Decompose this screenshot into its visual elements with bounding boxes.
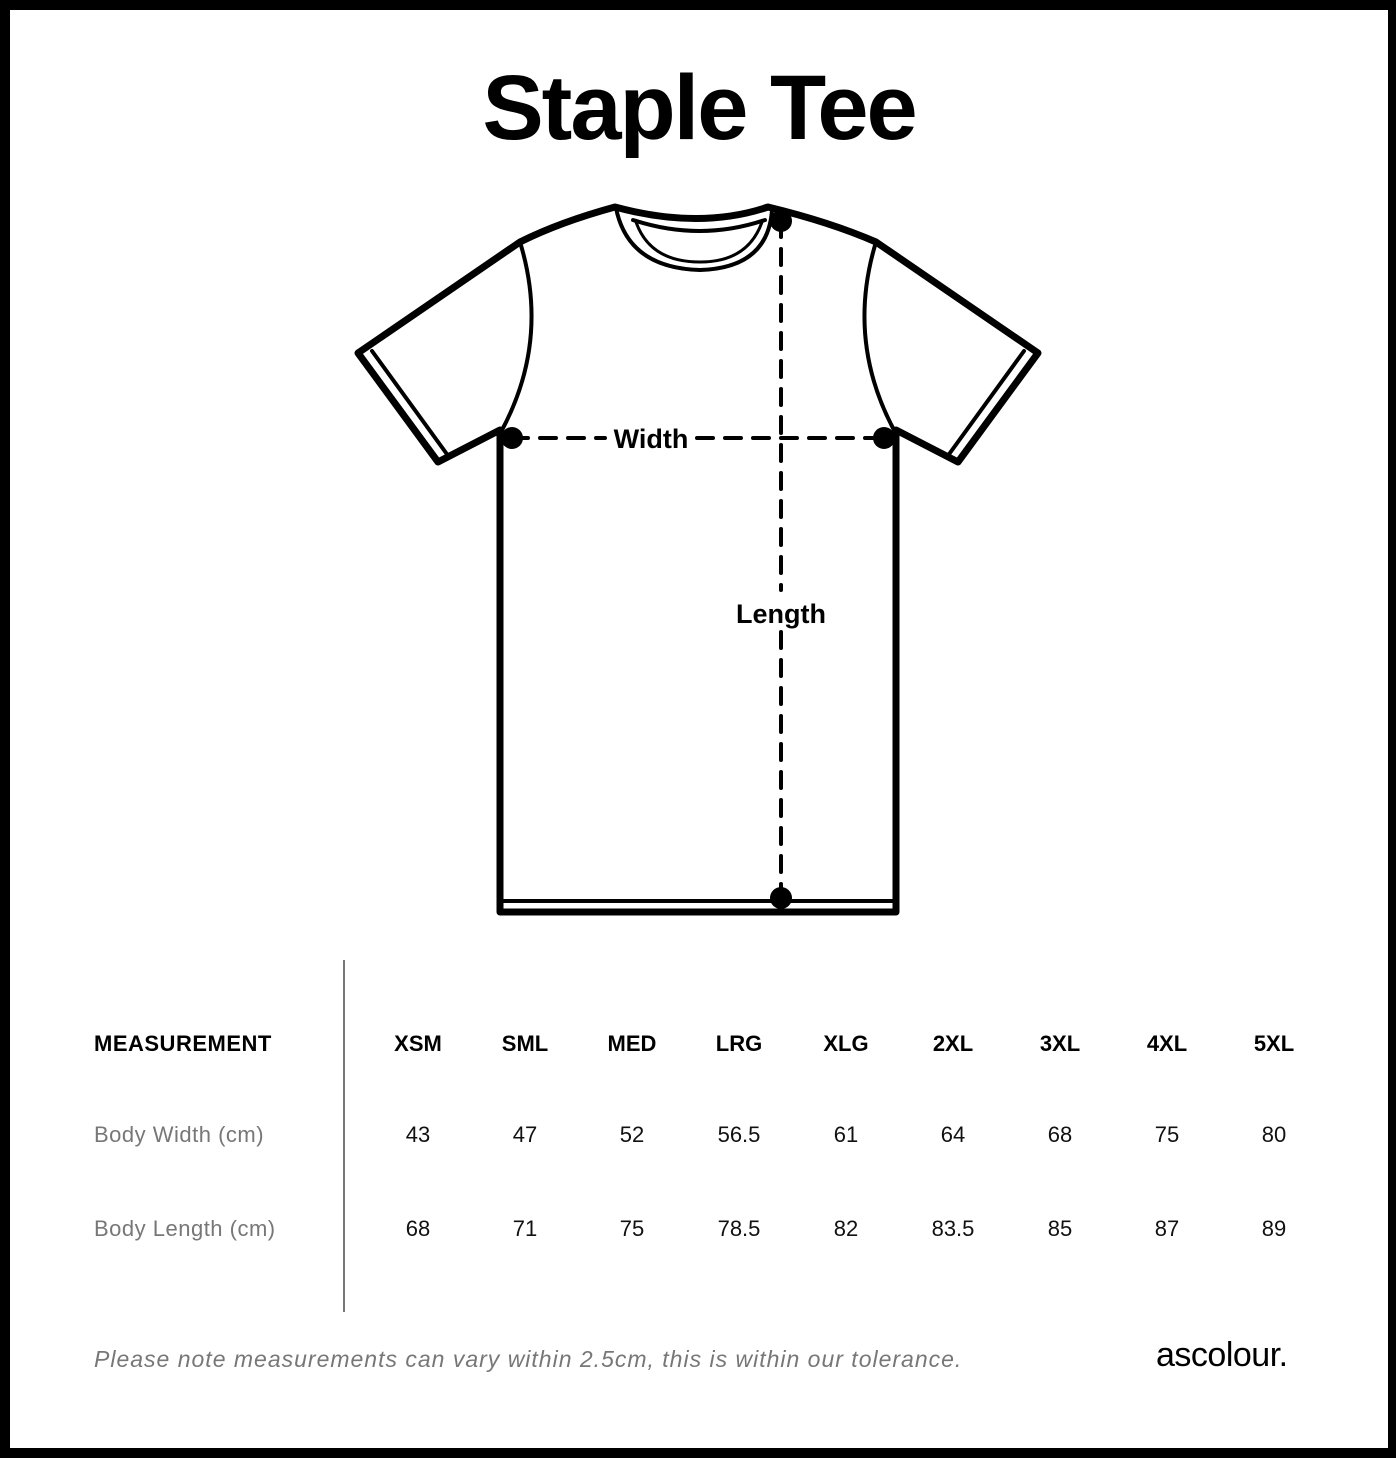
table-cell: 68 [405, 1216, 431, 1241]
table-cell: 89 [1261, 1216, 1287, 1241]
table-cell: 75 [1154, 1122, 1180, 1147]
tee-collar-inner-curve [634, 220, 764, 264]
right-armhole-seam [862, 240, 896, 432]
table-cell: 52 [619, 1122, 645, 1147]
table-cell: 68 [1047, 1122, 1073, 1147]
width-label: Width [614, 424, 689, 454]
table-cell: 80 [1261, 1122, 1287, 1147]
row-label: Body Width (cm) [94, 1122, 265, 1147]
table-cell: 87 [1154, 1216, 1180, 1241]
length-point-bottom [770, 887, 792, 909]
table-cell: 43 [405, 1122, 431, 1147]
tee-collar-outer [614, 206, 774, 272]
table-divider [343, 960, 345, 1312]
size-header: XLG [823, 1031, 869, 1056]
table-cell: 61 [833, 1122, 859, 1147]
table-cell: 64 [940, 1122, 966, 1147]
table-cell: 78.5 [717, 1216, 761, 1241]
page-title: Staple Tee [482, 57, 917, 159]
width-point-right [873, 427, 895, 449]
table-cell: 47 [512, 1122, 538, 1147]
size-header: 3XL [1039, 1031, 1081, 1056]
size-header: XSM [394, 1031, 442, 1056]
measurement-header: MEASUREMENT [94, 1031, 272, 1056]
tolerance-note: Please note measurements can vary within… [94, 1346, 963, 1372]
size-header: MED [607, 1031, 657, 1056]
row-label: Body Length (cm) [94, 1216, 276, 1241]
length-point-top [770, 210, 792, 232]
size-header: SML [501, 1031, 549, 1056]
tee-collar-inner [631, 218, 767, 233]
table-cell: 85 [1047, 1216, 1073, 1241]
size-header: 4XL [1146, 1031, 1188, 1056]
table-cell: 75 [619, 1216, 645, 1241]
left-armhole-seam [500, 240, 534, 432]
length-label: Length [736, 599, 826, 629]
table-cell: 56.5 [717, 1122, 761, 1147]
right-cuff-line [945, 349, 1026, 459]
size-header: 5XL [1253, 1031, 1295, 1056]
tee-outline [354, 203, 1042, 916]
size-header: 2XL [932, 1031, 974, 1056]
table-cell: 83.5 [931, 1216, 975, 1241]
table-cell: 71 [512, 1216, 538, 1241]
brand-logo: ascolour. [1156, 1336, 1288, 1374]
width-point-left [501, 427, 523, 449]
size-header: LRG [715, 1031, 763, 1056]
left-cuff-line [370, 349, 451, 459]
table-cell: 82 [833, 1216, 859, 1241]
